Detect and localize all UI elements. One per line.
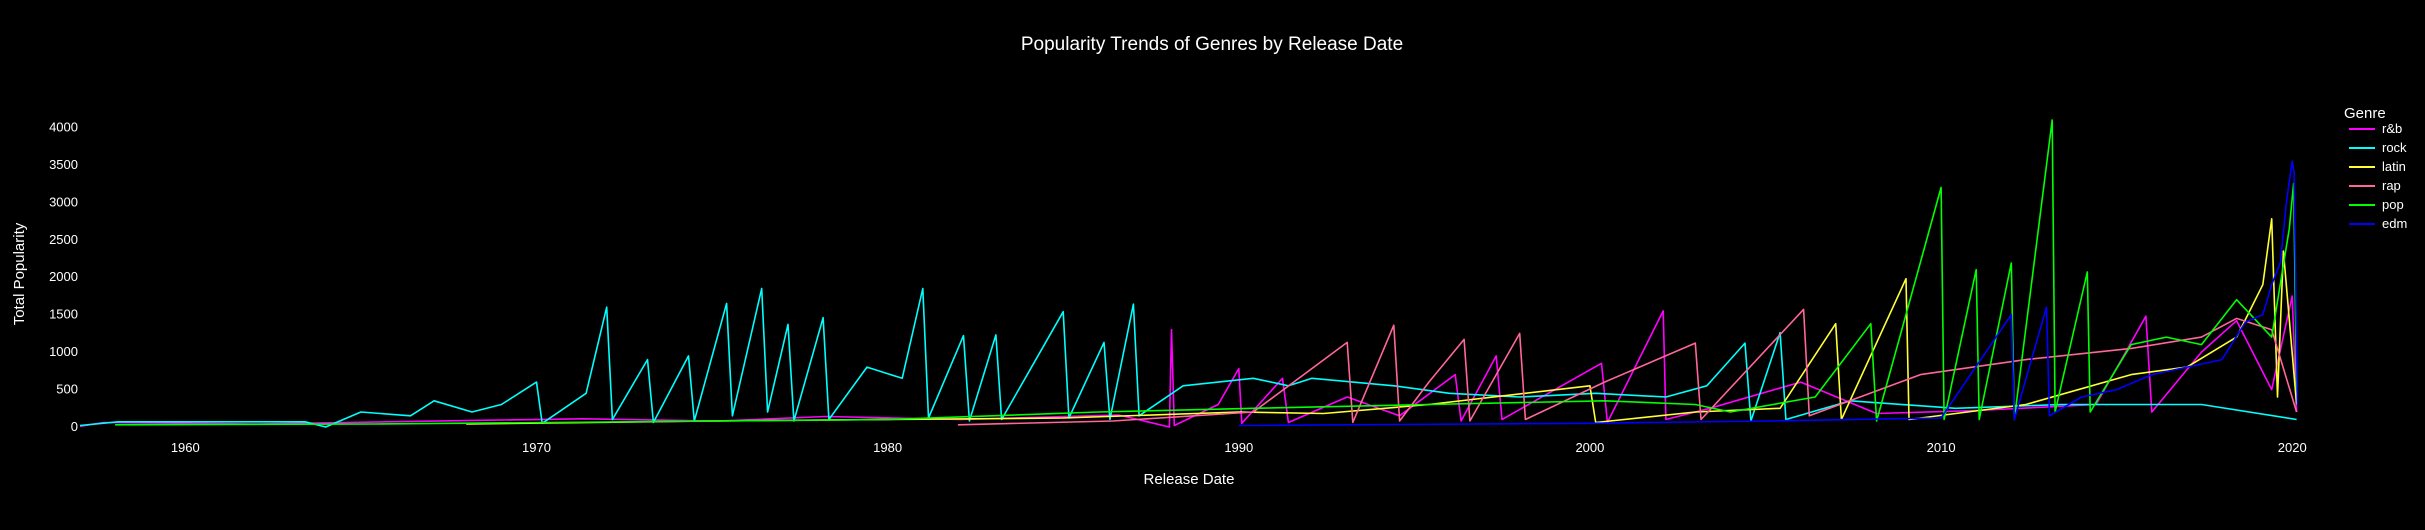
x-axis-title: Release Date	[1144, 471, 1235, 488]
y-axis-ticks: 0 500 1000 1500 2000 2500 3000 3500 4000	[49, 119, 78, 434]
y-tick-label: 3500	[49, 157, 78, 172]
series-lines	[79, 119, 2299, 428]
series-line-edm	[1238, 160, 2299, 427]
x-tick-label: 2000	[1575, 440, 1604, 455]
y-tick-label: 2500	[49, 232, 78, 247]
legend-item-label[interactable]: edm	[2382, 216, 2407, 231]
y-tick-label: 1000	[49, 344, 78, 359]
x-tick-label: 1960	[171, 440, 200, 455]
x-tick-label: 2020	[2278, 440, 2307, 455]
y-tick-label: 2000	[49, 269, 78, 284]
legend-item-label[interactable]: rock	[2382, 140, 2407, 155]
legend-item-label[interactable]: pop	[2382, 197, 2404, 212]
series-line-rap	[957, 308, 2298, 426]
x-tick-label: 1980	[873, 440, 902, 455]
y-tick-label: 1500	[49, 307, 78, 322]
y-tick-label: 500	[56, 382, 78, 397]
x-axis-ticks: 1960 1970 1980 1990 2000 2010 2020	[171, 440, 2307, 455]
legend: Genre r&b rock latin rap pop edm	[2344, 105, 2407, 231]
legend-title: Genre	[2344, 105, 2386, 122]
series-line-pop	[115, 119, 2298, 426]
x-tick-label: 1990	[1224, 440, 1253, 455]
y-tick-label: 4000	[49, 119, 78, 134]
chart-title: Popularity Trends of Genres by Release D…	[1021, 34, 1403, 55]
legend-item-label[interactable]: r&b	[2382, 121, 2402, 136]
y-axis-title: Total Popularity	[11, 222, 28, 325]
series-line-rb	[79, 295, 2298, 428]
x-tick-label: 1970	[522, 440, 551, 455]
legend-item-label[interactable]: rap	[2382, 178, 2401, 193]
x-tick-label: 2010	[1927, 440, 1956, 455]
y-tick-label: 3000	[49, 194, 78, 209]
legend-item-label[interactable]: latin	[2382, 159, 2406, 174]
y-tick-label: 0	[71, 419, 78, 434]
